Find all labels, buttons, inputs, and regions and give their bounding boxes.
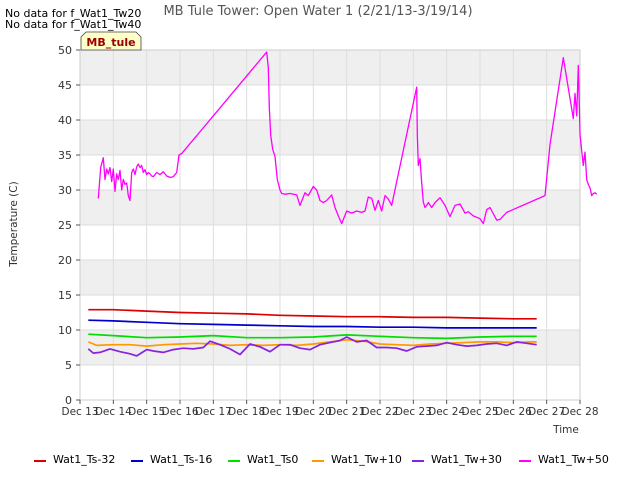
x-tick-label: Dec 18 <box>228 406 265 418</box>
x-tick-label: Dec 19 <box>261 406 298 418</box>
y-tick-label: 30 <box>58 184 72 197</box>
series-line-wat1-ts0 <box>88 333 537 340</box>
y-tick-label: 0 <box>65 394 72 407</box>
series-line-wat1-ts-32 <box>88 308 537 320</box>
legend-swatch <box>34 460 46 462</box>
x-tick-label: Dec 26 <box>495 406 532 418</box>
legend-swatch <box>519 460 531 462</box>
x-tick-label: Dec 20 <box>295 406 332 418</box>
legend-label: Wat1_Tw+10 <box>331 453 402 466</box>
series-lines <box>87 51 598 357</box>
x-tick-label: Dec 13 <box>61 406 98 418</box>
series-line-wat1-tw-30 <box>87 336 537 357</box>
series-line-wat1-tw-10 <box>87 338 537 347</box>
legend-swatch <box>312 460 324 462</box>
y-tick-label: 25 <box>58 219 72 232</box>
x-tick-label: Dec 15 <box>128 406 165 418</box>
legend-label: Wat1_Ts0 <box>247 453 299 466</box>
x-tick-label: Dec 22 <box>361 406 398 418</box>
x-tick-label: Dec 21 <box>328 406 365 418</box>
background-band <box>80 50 580 85</box>
x-tick-label: Dec 28 <box>561 406 598 418</box>
y-tick-label: 15 <box>58 289 72 302</box>
legend-label: Wat1_Ts-32 <box>53 453 116 466</box>
y-tick-label: 20 <box>58 254 72 267</box>
y-tick-label: 35 <box>58 149 72 162</box>
y-tick-label: 50 <box>58 44 72 57</box>
background-band <box>80 260 580 295</box>
legend-label: Wat1_Tw+30 <box>431 453 502 466</box>
y-axis-label: Temperature (C) <box>8 181 20 267</box>
no-data-note-tw20: No data for f_Wat1_Tw20 <box>5 7 142 20</box>
x-tick-label: Dec 16 <box>161 406 198 418</box>
x-tick-label: Dec 27 <box>528 406 565 418</box>
x-tick-label: Dec 24 <box>428 406 465 418</box>
y-tick-label: 40 <box>58 114 72 127</box>
legend-swatch <box>412 460 424 462</box>
y-axis: 0 5 10 15 20 25 30 35 40 45 50 <box>58 44 80 407</box>
legend-label: Wat1_Tw+50 <box>538 453 609 466</box>
site-annotation-label: MB_tule <box>86 36 135 49</box>
chart-title: MB Tule Tower: Open Water 1 (2/21/13-3/1… <box>163 4 472 19</box>
x-tick-label: Dec 25 <box>461 406 498 418</box>
y-tick-label: 45 <box>58 79 72 92</box>
x-tick-label: Dec 14 <box>95 406 132 418</box>
background-band <box>80 120 580 155</box>
site-annotation-box: MB_tule <box>80 31 142 51</box>
legend-swatch <box>228 460 240 462</box>
y-tick-label: 10 <box>58 324 72 337</box>
x-tick-label: Dec 17 <box>195 406 232 418</box>
series-line-wat1-ts-16 <box>88 319 537 329</box>
legend-label: Wat1_Ts-16 <box>150 453 213 466</box>
legend-swatch <box>131 460 143 462</box>
x-axis-label: Time <box>552 424 579 436</box>
background-band <box>80 190 580 225</box>
x-tick-label: Dec 23 <box>395 406 432 418</box>
no-data-note-tw40: No data for f_Wat1_Tw40 <box>5 18 142 31</box>
legend: Wat1_Ts-32 Wat1_Ts-16 Wat1_Ts0 Wat1_Tw+10 Wa… <box>0 452 640 470</box>
y-tick-label: 5 <box>65 359 72 372</box>
series-line-wat1-tw-50 <box>97 51 598 225</box>
